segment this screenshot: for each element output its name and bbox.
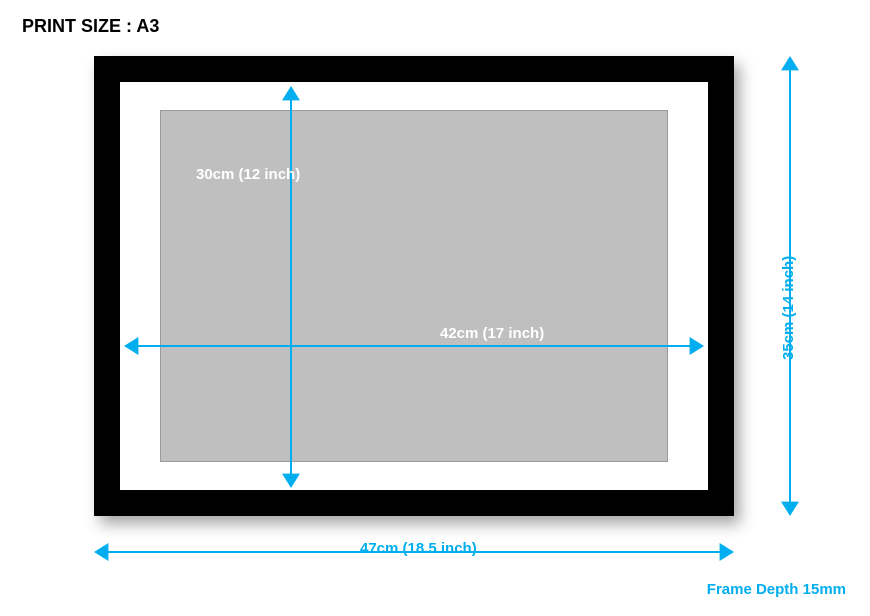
page-title: PRINT SIZE : A3 — [22, 16, 159, 37]
outer-horizontal-dim-label: 47cm (18.5 inch) — [360, 540, 477, 557]
inner-vertical-dim-label: 30cm (12 inch) — [196, 166, 300, 183]
inner-horizontal-dim-label: 42cm (17 inch) — [440, 325, 544, 342]
outer-vertical-dim-label: 35cm (14 inch) — [780, 256, 797, 360]
diagram-stage: PRINT SIZE : A3 30cm (12 inch) 42cm (17 … — [0, 0, 870, 616]
frame-depth-note: Frame Depth 15mm — [707, 581, 846, 598]
print-area — [160, 110, 668, 462]
